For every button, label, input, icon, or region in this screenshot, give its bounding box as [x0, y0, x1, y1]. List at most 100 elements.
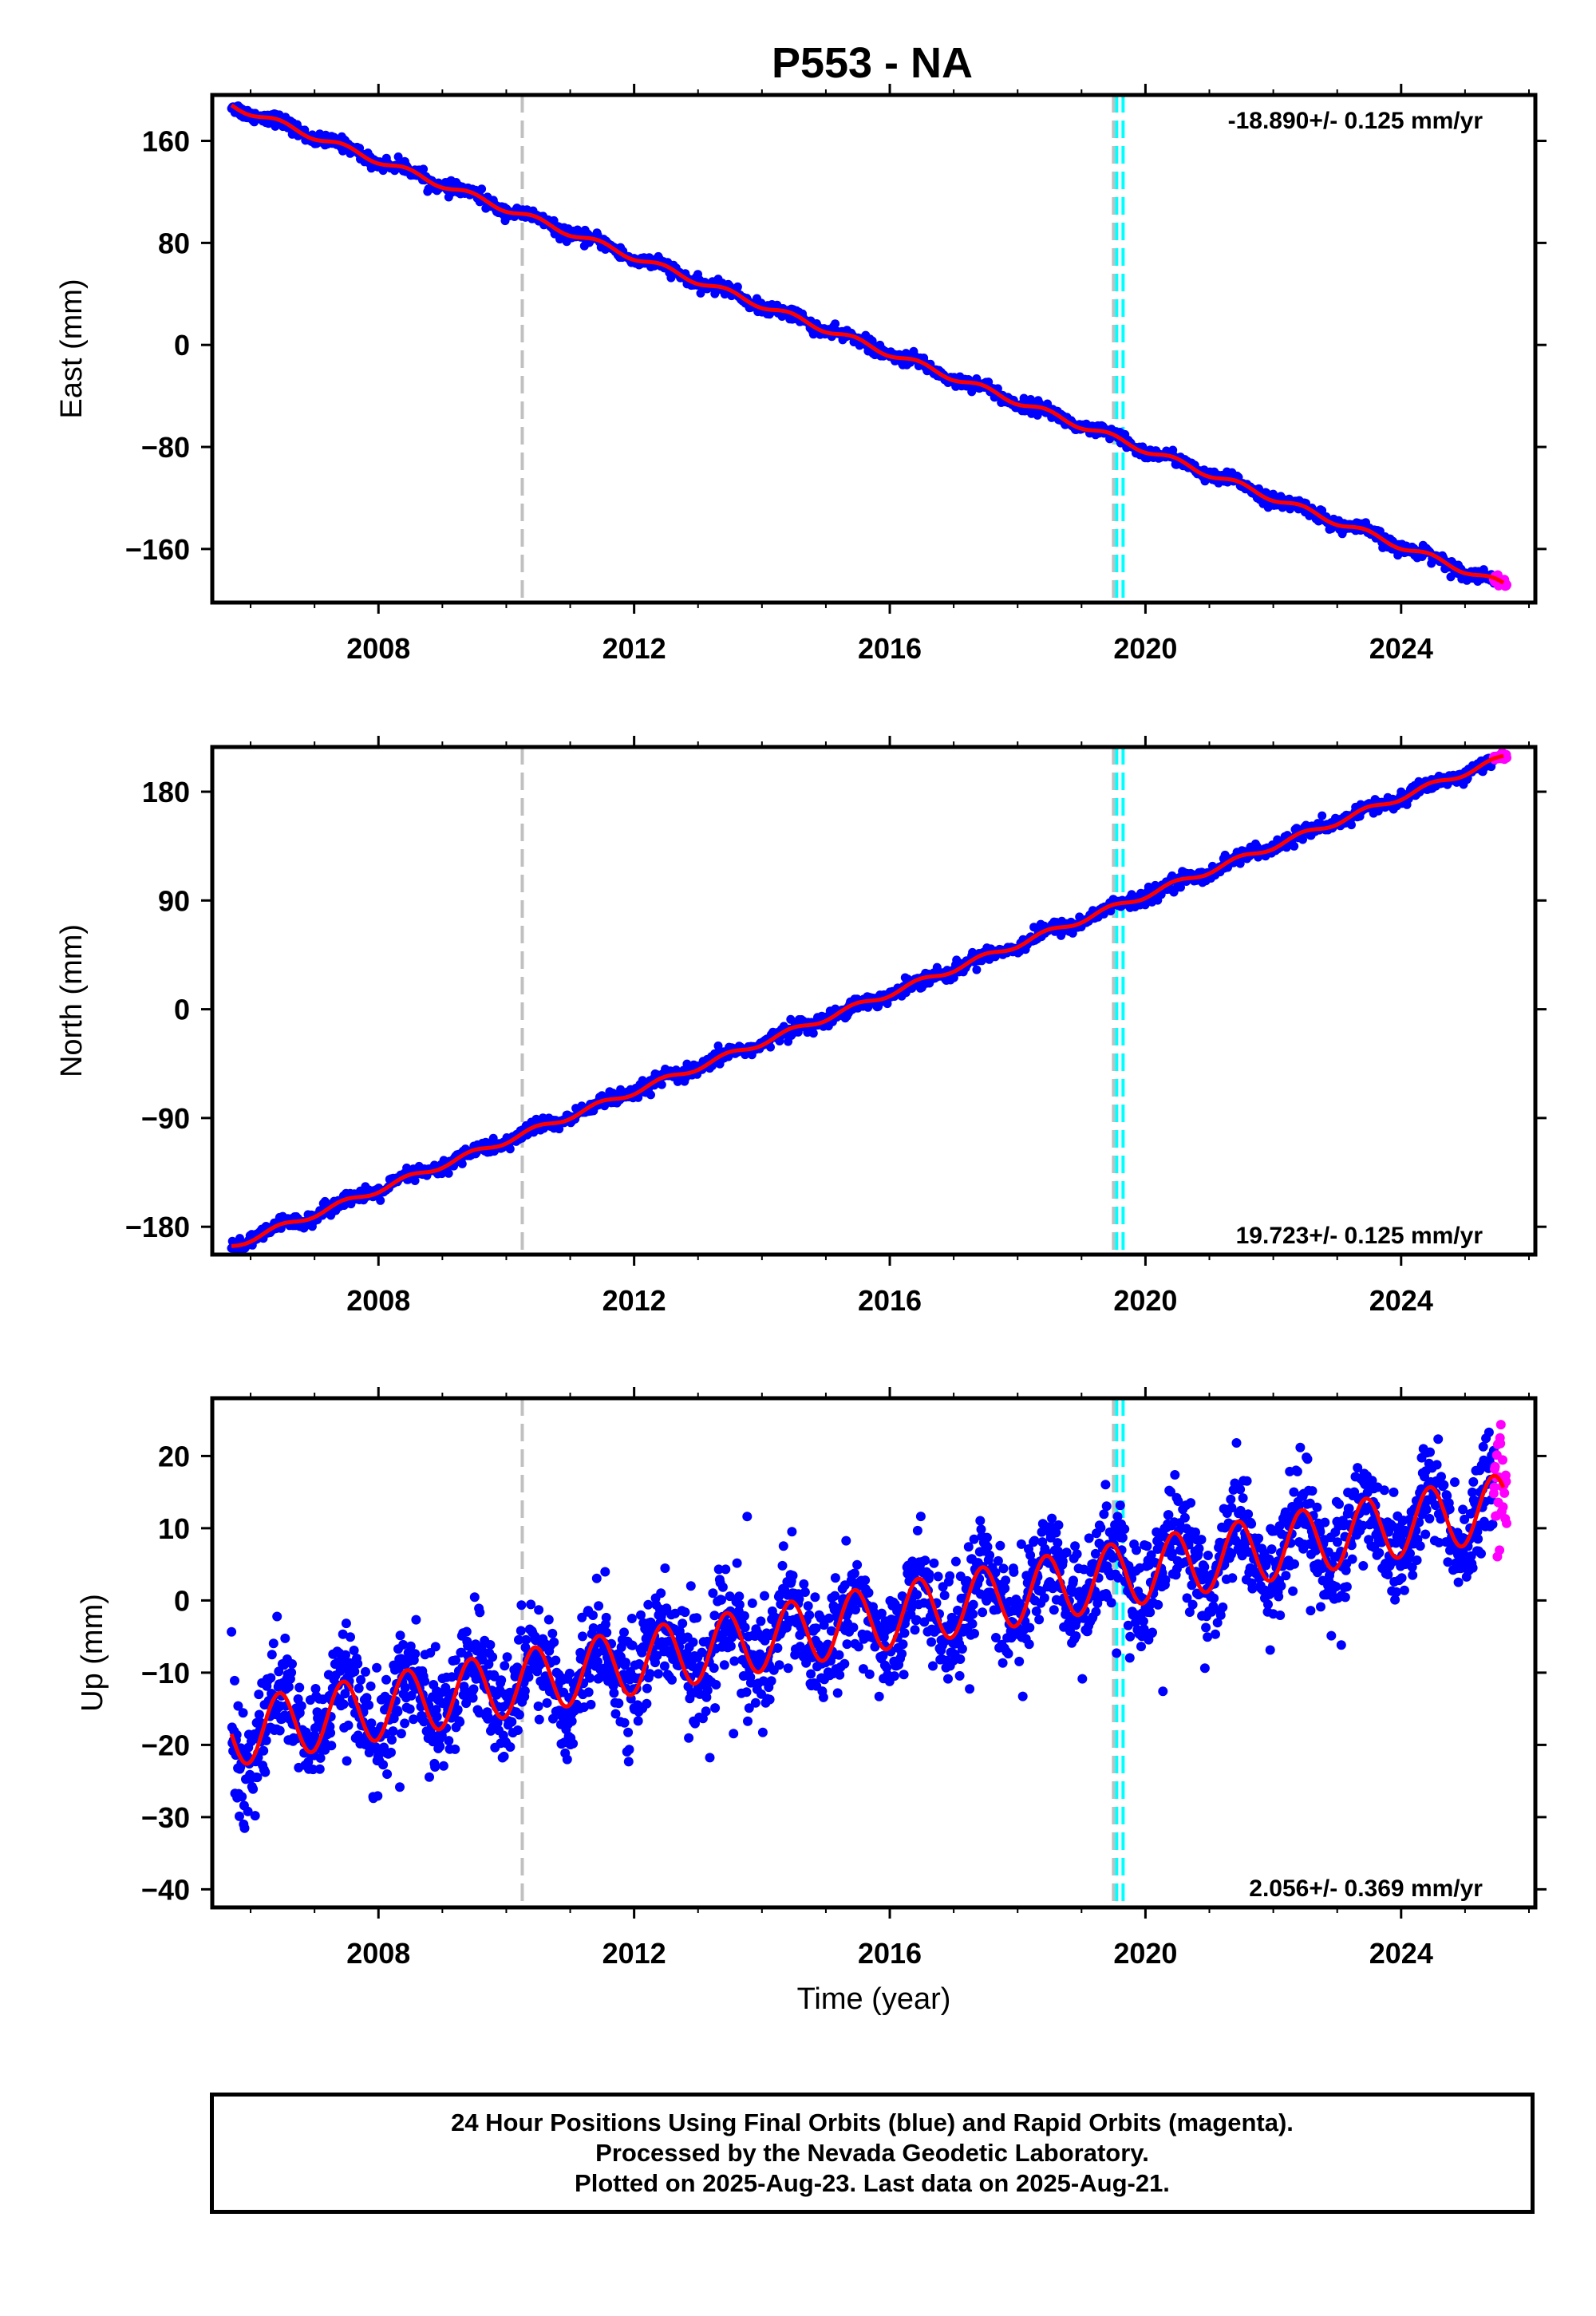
final-orbit-point	[283, 1682, 294, 1692]
final-orbit-point	[1003, 1649, 1013, 1659]
final-orbit-point	[551, 1655, 561, 1666]
final-orbit-point	[1025, 1622, 1035, 1633]
final-orbit-point	[636, 1610, 646, 1620]
final-orbit-point	[378, 1760, 389, 1770]
final-orbit-point	[924, 1569, 934, 1579]
final-orbit-point	[588, 1611, 598, 1620]
final-orbit-point	[353, 1658, 363, 1669]
final-orbit-point	[280, 1633, 290, 1643]
final-orbit-point	[405, 1641, 416, 1651]
final-orbit-point	[484, 1713, 493, 1722]
panel-up: 2008 2012 2016 2020 202420100−10−20−30−40Up …	[76, 1387, 1547, 2016]
final-orbit-point	[526, 1599, 536, 1610]
final-orbit-point	[774, 1660, 784, 1670]
final-orbit-point	[578, 1631, 587, 1642]
final-orbit-point	[993, 1555, 1003, 1566]
final-orbit-points-up	[227, 1398, 1499, 1833]
final-orbit-point	[267, 1650, 277, 1660]
final-orbit-point	[830, 1573, 840, 1583]
final-orbit-point	[800, 1587, 810, 1597]
figure-title: P553 - NA	[772, 39, 973, 87]
final-orbit-point	[734, 1599, 745, 1610]
final-orbit-point	[588, 1623, 598, 1633]
final-orbit-point	[1091, 1607, 1101, 1617]
final-orbit-point	[811, 1623, 821, 1634]
final-orbit-point	[593, 1657, 602, 1667]
final-orbit-point	[627, 1640, 638, 1650]
final-orbit-point	[646, 1090, 655, 1100]
final-orbit-point	[1112, 1648, 1122, 1658]
final-orbit-point	[657, 1080, 666, 1089]
final-orbit-point	[832, 1688, 843, 1698]
final-orbit-point	[496, 1675, 507, 1686]
final-orbit-point	[954, 1670, 965, 1681]
final-orbit-point	[911, 1614, 922, 1625]
final-orbit-point	[1017, 1691, 1028, 1701]
final-orbit-point	[237, 1792, 247, 1802]
final-orbit-point	[239, 1823, 250, 1833]
final-orbit-point	[652, 1650, 662, 1661]
final-orbit-point	[1068, 928, 1077, 938]
velocity-rate-label: 19.723+/- 0.125 mm/yr	[1236, 1223, 1483, 1249]
final-orbit-point	[499, 1751, 509, 1761]
final-orbit-point	[804, 1610, 815, 1620]
final-orbit-point	[531, 1635, 541, 1646]
final-orbit-point	[982, 1542, 993, 1552]
final-orbit-point	[254, 1709, 264, 1720]
final-orbit-point	[968, 1609, 978, 1619]
final-orbit-point	[912, 1525, 922, 1535]
y-tick-label: 80	[158, 227, 190, 259]
final-orbit-point	[1124, 1653, 1135, 1663]
final-orbit-point	[945, 1571, 955, 1581]
y-tick-label: 0	[174, 329, 190, 362]
final-orbit-point	[608, 1681, 618, 1691]
final-orbit-point	[438, 1761, 448, 1771]
final-orbit-point	[1014, 1656, 1025, 1666]
final-orbit-point	[688, 1637, 698, 1647]
final-orbit-point	[741, 1687, 752, 1697]
rapid-orbit-point	[1502, 579, 1511, 590]
final-orbit-point	[717, 1582, 728, 1592]
final-orbit-point	[794, 1594, 804, 1604]
final-orbit-point	[1136, 1642, 1146, 1652]
final-orbit-point	[485, 1640, 496, 1650]
final-orbit-point	[950, 1556, 961, 1567]
final-orbit-point	[667, 1674, 677, 1685]
x-tick-label: 2020	[1113, 1284, 1177, 1317]
final-orbit-point	[227, 1626, 237, 1637]
final-orbit-point	[450, 1744, 460, 1754]
final-orbit-point	[310, 1684, 321, 1694]
final-orbit-point	[645, 1669, 655, 1679]
final-orbit-point	[788, 1571, 798, 1581]
final-orbit-point	[725, 1641, 736, 1651]
final-orbit-point	[806, 1669, 816, 1679]
final-orbit-point	[899, 1628, 910, 1638]
final-orbit-point	[381, 1674, 391, 1685]
final-orbit-point	[687, 1662, 697, 1671]
final-orbit-point	[915, 1512, 926, 1522]
final-orbit-point	[444, 1168, 453, 1178]
final-orbit-point	[962, 1575, 972, 1586]
final-orbit-point	[430, 1762, 440, 1772]
final-orbit-point	[266, 1673, 276, 1683]
final-orbit-point	[864, 1669, 875, 1679]
final-orbit-point	[469, 1592, 480, 1603]
final-orbit-point	[432, 1712, 442, 1721]
final-orbit-point	[286, 1667, 297, 1678]
final-orbit-point	[252, 1773, 263, 1783]
final-orbit-point	[516, 1626, 526, 1636]
final-orbit-point	[678, 1618, 688, 1629]
final-orbit-point	[500, 1661, 510, 1671]
final-orbit-point	[310, 1730, 320, 1741]
final-orbit-point	[395, 1630, 405, 1641]
final-orbit-point	[275, 1725, 285, 1736]
final-orbit-point	[818, 1692, 828, 1702]
final-orbit-point	[395, 1782, 405, 1792]
final-orbit-point	[583, 1687, 594, 1697]
final-orbit-point	[824, 1613, 834, 1623]
final-orbit-point	[1084, 1533, 1094, 1543]
final-orbit-point	[756, 1616, 766, 1626]
final-orbit-point	[451, 1655, 460, 1666]
x-tick-label: 2008	[346, 1284, 410, 1317]
